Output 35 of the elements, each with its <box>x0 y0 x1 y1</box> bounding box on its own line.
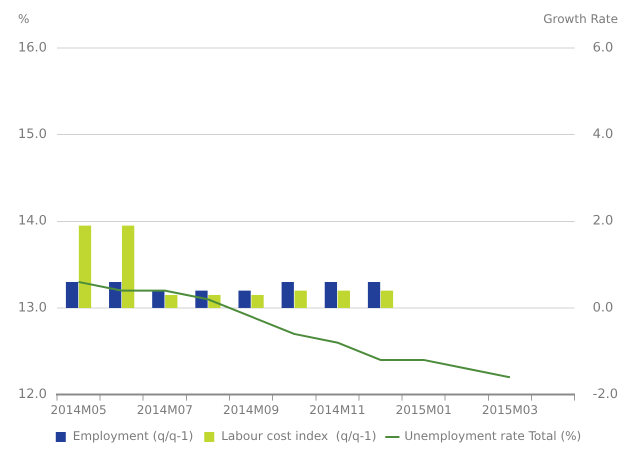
y2-tick-label: 0.0 <box>592 300 614 316</box>
x-tick-label: 2014M05 <box>50 402 107 417</box>
bar <box>66 282 78 308</box>
y2-tick-label: 4.0 <box>592 127 614 142</box>
bar <box>238 290 251 308</box>
y-tick-label: 12.0 <box>18 386 47 402</box>
legend-label: Labour cost index (q/q-1) <box>221 429 376 444</box>
bar <box>251 294 264 308</box>
bar <box>294 290 307 308</box>
y-tick-label: 14.0 <box>18 214 47 229</box>
bar <box>282 282 294 308</box>
x-tick-label: 2015M03 <box>482 402 538 417</box>
legend-label: Employment (q/q-1) <box>72 429 194 444</box>
x-tick-label: 2014M07 <box>136 402 193 417</box>
bar <box>368 282 380 308</box>
y2-tick-label: 2.0 <box>592 214 614 229</box>
bar <box>78 226 92 308</box>
y2-tick-label: -2.0 <box>592 386 618 402</box>
legend-label: Unemployment rate Total (%) <box>404 429 582 444</box>
y-tick-label: 16.0 <box>18 40 47 56</box>
x-tick-label: 2015M01 <box>396 402 452 417</box>
bar <box>152 290 164 308</box>
y-tick-label: 13.0 <box>18 300 47 316</box>
bar <box>338 290 350 308</box>
bar <box>380 290 394 308</box>
y2-axis-title: Growth Rate <box>543 12 618 26</box>
y2-tick-label: 6.0 <box>592 40 614 56</box>
x-tick-label: 2014M11 <box>309 402 366 417</box>
bar <box>109 282 122 308</box>
y-tick-label: 15.0 <box>18 127 47 142</box>
bar <box>122 226 134 308</box>
y-axis-title: % <box>18 12 30 26</box>
x-tick-label: 2014M09 <box>222 402 280 417</box>
bar <box>165 294 178 308</box>
bar <box>324 282 338 308</box>
